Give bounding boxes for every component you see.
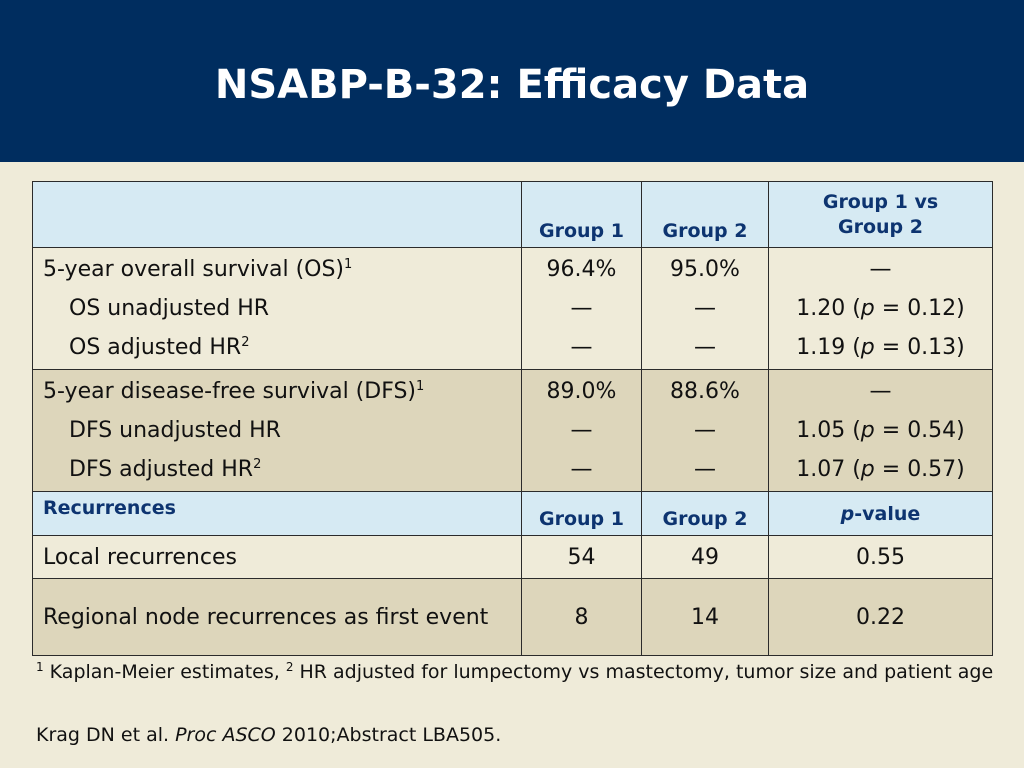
dfs-main-group2: 88.6%	[670, 379, 740, 404]
os-row-group: 5-year overall survival (OS)1 OS unadjus…	[32, 247, 993, 370]
dfs-unadjusted-group2: —	[694, 418, 716, 443]
dfs-adjusted-hr: 1.07 (p = 0.57)	[796, 457, 965, 482]
os-group2-values: 95.0% — —	[641, 247, 769, 370]
os-adjusted-group1: —	[570, 335, 593, 360]
os-group1-values: 96.4% — —	[521, 247, 642, 370]
recurrence-header-pvalue: p-value	[768, 491, 993, 536]
dfs-group1-values: 89.0% — —	[521, 369, 642, 492]
recurrence-header-group2: Group 2	[641, 491, 769, 536]
dfs-main-label: 5-year disease-free survival (DFS)1	[43, 379, 425, 404]
dfs-unadjusted-group1: —	[570, 418, 593, 443]
os-unadjusted-group1: —	[570, 296, 593, 321]
dfs-main-comparison: —	[869, 379, 892, 404]
os-main-group2: 95.0%	[670, 257, 740, 282]
os-main-comparison: —	[869, 257, 892, 282]
recurrence-header-row: Recurrences Group 1 Group 2 p-value	[32, 491, 993, 536]
dfs-comparison-values: — 1.05 (p = 0.54) 1.07 (p = 0.57)	[768, 369, 993, 492]
local-recurrences-group1: 54	[521, 535, 642, 579]
header-comparison-line1: Group 1 vs	[822, 190, 939, 213]
os-unadjusted-label: OS unadjusted HR	[69, 296, 270, 321]
dfs-row-group: 5-year disease-free survival (DFS)1 DFS …	[32, 369, 993, 492]
title-banner: NSABP-B-32: Efficacy Data	[0, 0, 1024, 162]
table-row: Regional node recurrences as first event…	[32, 578, 993, 656]
regional-recurrences-group1: 8	[521, 578, 642, 656]
header-group1: Group 1	[521, 181, 642, 248]
os-adjusted-group2: —	[694, 335, 716, 360]
os-unadjusted-hr: 1.20 (p = 0.12)	[796, 296, 965, 321]
dfs-main-group1: 89.0%	[546, 379, 617, 404]
os-main-group1: 96.4%	[546, 257, 617, 282]
header-group2: Group 2	[641, 181, 769, 248]
header-comparison-line2: Group 2	[838, 215, 923, 238]
recurrence-header-label: Recurrences	[32, 491, 522, 536]
dfs-unadjusted-hr: 1.05 (p = 0.54)	[796, 418, 965, 443]
header-comparison: Group 1 vs Group 2	[768, 181, 993, 248]
regional-recurrences-group2: 14	[641, 578, 769, 656]
footnote: 1 Kaplan-Meier estimates, 2 HR adjusted …	[36, 660, 994, 683]
regional-recurrences-label: Regional node recurrences as first event	[32, 578, 522, 656]
dfs-adjusted-group2: —	[694, 457, 716, 482]
local-recurrences-group2: 49	[641, 535, 769, 579]
table-header-row: Group 1 Group 2 Group 1 vs Group 2	[32, 181, 993, 248]
dfs-unadjusted-label: DFS unadjusted HR	[69, 418, 281, 443]
table-row: Local recurrences 54 49 0.55	[32, 535, 993, 579]
citation: Krag DN et al. Proc ASCO 2010;Abstract L…	[36, 724, 502, 746]
dfs-group2-values: 88.6% — —	[641, 369, 769, 492]
dfs-labels: 5-year disease-free survival (DFS)1 DFS …	[32, 369, 522, 492]
os-main-label: 5-year overall survival (OS)1	[43, 257, 353, 282]
regional-recurrences-pvalue: 0.22	[768, 578, 993, 656]
slide-title: NSABP-B-32: Efficacy Data	[214, 62, 810, 108]
os-adjusted-hr: 1.19 (p = 0.13)	[796, 335, 965, 360]
os-adjusted-label: OS adjusted HR2	[69, 335, 250, 360]
local-recurrences-label: Local recurrences	[32, 535, 522, 579]
dfs-adjusted-group1: —	[570, 457, 593, 482]
os-comparison-values: — 1.20 (p = 0.12) 1.19 (p = 0.13)	[768, 247, 993, 370]
recurrence-header-group1: Group 1	[521, 491, 642, 536]
efficacy-table: Group 1 Group 2 Group 1 vs Group 2 5-yea…	[32, 181, 993, 656]
os-unadjusted-group2: —	[694, 296, 716, 321]
dfs-adjusted-label: DFS adjusted HR2	[69, 457, 262, 482]
os-labels: 5-year overall survival (OS)1 OS unadjus…	[32, 247, 522, 370]
local-recurrences-pvalue: 0.55	[768, 535, 993, 579]
header-label-cell	[32, 181, 522, 248]
